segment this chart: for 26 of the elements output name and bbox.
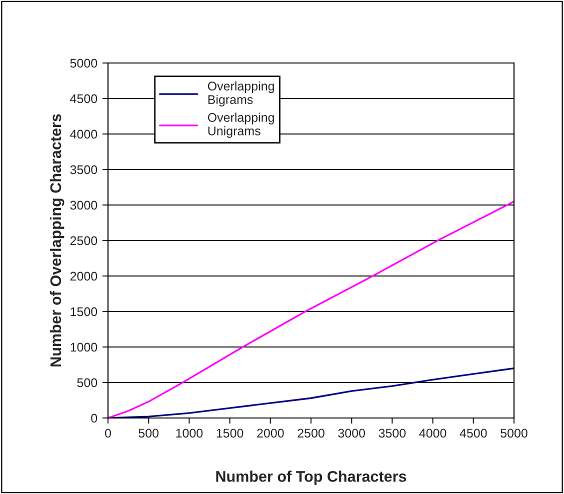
x-tick-label: 5000 [500,428,528,438]
x-tick-label: 2500 [298,428,324,438]
y-tick-label: 0 [91,414,98,423]
legend-label: Overlapping Unigrams [208,112,274,138]
y-tick-label: 2500 [70,236,98,246]
y-tick-label: 1500 [70,307,98,316]
legend-label: Overlapping Bigrams [208,81,274,106]
y-tick-label: 500 [77,378,98,388]
y-tick-label: 3000 [70,200,98,210]
x-tick-label: 500 [138,428,159,438]
y-axis-title: Number of Overlapping Characters [50,114,64,366]
x-tick-label: 1500 [216,428,244,438]
x-tick-label: 3500 [378,428,406,438]
x-tick-label: 3000 [338,428,366,438]
x-tick-label: 4000 [419,428,446,438]
x-tick-label: 1000 [176,428,203,438]
y-tick-label: 1000 [70,342,98,352]
y-tick-label: 3500 [70,165,98,174]
x-tick-label: 4500 [460,428,487,438]
x-tick-label: 0 [105,428,111,438]
y-tick-label: 4000 [70,130,98,139]
y-tick-label: 2000 [70,272,98,281]
x-tick-label: 2000 [257,428,284,438]
x-axis-title: Number of Top Characters [216,470,406,485]
y-tick-label: 5000 [70,58,98,68]
y-tick-label: 4500 [70,94,98,104]
